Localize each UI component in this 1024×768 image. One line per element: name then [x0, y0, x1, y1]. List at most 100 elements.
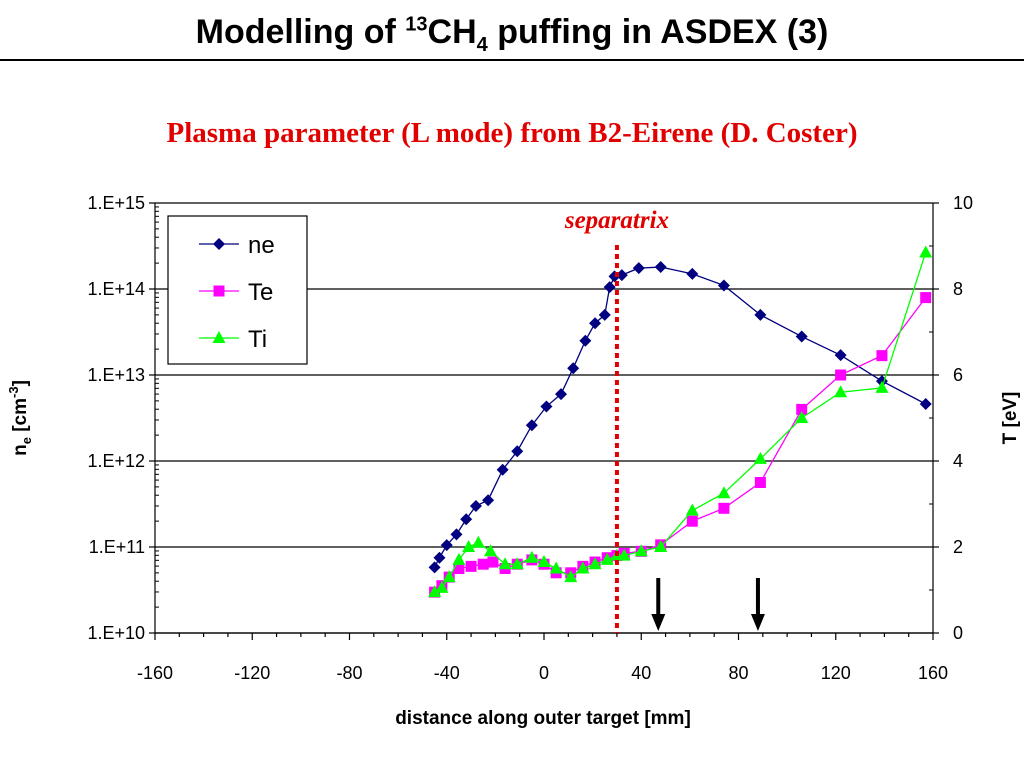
data-point-ne — [632, 262, 645, 275]
series-layer — [428, 245, 933, 598]
annotations: separatrix — [564, 207, 765, 633]
data-point-te — [686, 515, 698, 527]
y-axis-title-left-unit: [cm — [10, 398, 31, 437]
x-tick-label: 0 — [539, 663, 549, 683]
data-point-ti — [685, 503, 699, 516]
series-line-ti — [434, 252, 927, 593]
legend-marker-ne — [213, 238, 225, 250]
x-tick-label: -120 — [234, 663, 270, 683]
x-axis-title: distance along outer target [mm] — [395, 708, 691, 729]
data-point-ti — [435, 580, 449, 593]
x-tick-label: 120 — [821, 663, 851, 683]
y-right-tick-label: 0 — [953, 623, 963, 643]
data-point-ne — [717, 279, 730, 292]
y-axis-title-right: T [eV] — [1000, 392, 1021, 445]
data-point-ti — [753, 451, 767, 464]
legend-label-te: Te — [248, 279, 273, 306]
data-point-ti — [875, 380, 889, 393]
chart-title: Plasma parameter (L mode) from B2-Eirene… — [166, 117, 858, 149]
legend-label-ne: ne — [248, 232, 275, 259]
y-right-tick-label: 4 — [953, 451, 963, 471]
slide-title-mid: CH — [427, 13, 477, 51]
data-point-te — [796, 403, 808, 415]
data-point-ne — [589, 317, 602, 330]
legend: ne Te Ti — [167, 215, 308, 365]
data-point-ti — [919, 245, 933, 258]
data-point-ti — [564, 570, 578, 583]
arrow-head — [750, 614, 765, 631]
data-point-ti — [484, 544, 498, 557]
slide-title-sub: 4 — [476, 33, 488, 56]
slide-title-sup: 13 — [405, 13, 428, 36]
data-point-ti — [428, 585, 442, 598]
data-point-ne — [482, 494, 495, 507]
y-right-tick-label: 6 — [953, 365, 963, 385]
data-point-te — [487, 556, 499, 568]
data-point-ne — [603, 281, 616, 294]
y-right-tick-label: 10 — [953, 193, 973, 213]
data-point-te — [754, 477, 766, 488]
data-point-ti — [654, 540, 668, 552]
data-point-te — [718, 502, 730, 514]
data-point-ne — [469, 499, 482, 512]
axes: 1.E+10 1.E+11 1.E+12 1.E+13 1.E+14 1.E+15 0 2 4 6… — [87, 193, 973, 683]
y-right-tick-label: 2 — [953, 537, 963, 557]
data-point-ne — [428, 561, 441, 574]
legend-label-ti: Ti — [248, 326, 267, 353]
y-left-tick-label: 1.E+10 — [87, 623, 145, 643]
data-point-ti — [498, 557, 512, 570]
data-point-te — [477, 558, 489, 570]
slide-title: Modelling of 13CH4 puffing in ASDEX (3) — [0, 6, 1024, 58]
data-point-ne — [567, 362, 580, 375]
y-left-tick-label: 1.E+15 — [87, 193, 145, 213]
title-divider — [0, 59, 1024, 61]
x-tick-label: 40 — [631, 663, 651, 683]
data-point-te — [465, 560, 477, 572]
y-axis-title-left-sup: -3 — [6, 386, 21, 398]
data-point-ti — [617, 548, 631, 561]
data-point-ti — [634, 544, 648, 557]
data-point-ne — [496, 463, 509, 476]
data-point-ti — [795, 411, 809, 423]
y-axis-title-left-sub: e — [19, 437, 34, 444]
data-point-ne — [450, 528, 463, 541]
separatrix-label: separatrix — [564, 207, 669, 234]
data-point-ne — [834, 349, 847, 362]
y-left-tick-label: 1.E+14 — [87, 279, 145, 299]
slide-title-end: puffing in ASDEX (3) — [487, 13, 829, 51]
data-point-ti — [471, 535, 485, 548]
data-point-ne — [460, 513, 473, 526]
data-point-ti — [717, 486, 731, 499]
series-line-ne — [434, 266, 927, 568]
data-point-ti — [452, 552, 466, 565]
x-tick-label: -80 — [336, 663, 362, 683]
data-point-ti — [576, 561, 590, 574]
legend-box — [167, 215, 308, 365]
y-right-tick-label: 8 — [953, 279, 963, 299]
data-point-ne — [511, 445, 524, 458]
slide-title-main: Modelling of — [195, 13, 406, 51]
series-line-te — [434, 297, 927, 593]
data-point-ti — [462, 540, 476, 552]
data-point-ti — [510, 557, 524, 570]
data-point-ne — [686, 267, 699, 280]
data-point-te — [876, 350, 888, 362]
data-point-ti — [549, 561, 563, 574]
y-axis-title-left-close: ] — [10, 380, 31, 386]
data-point-ti — [588, 557, 602, 570]
x-tick-label: 80 — [728, 663, 748, 683]
y-left-tick-label: 1.E+12 — [87, 451, 145, 471]
arrow-head — [651, 614, 666, 631]
data-point-ne — [654, 261, 667, 274]
data-point-ti — [834, 385, 848, 398]
data-point-ne — [919, 398, 932, 411]
legend-marker-ti — [212, 331, 226, 343]
y-left-tick-label: 1.E+13 — [87, 365, 145, 385]
data-point-ne — [754, 308, 767, 321]
data-point-ti — [537, 555, 551, 568]
data-point-te — [920, 292, 932, 304]
data-point-ne — [795, 330, 808, 343]
data-point-ne — [598, 308, 611, 321]
x-tick-label: -40 — [434, 663, 460, 683]
